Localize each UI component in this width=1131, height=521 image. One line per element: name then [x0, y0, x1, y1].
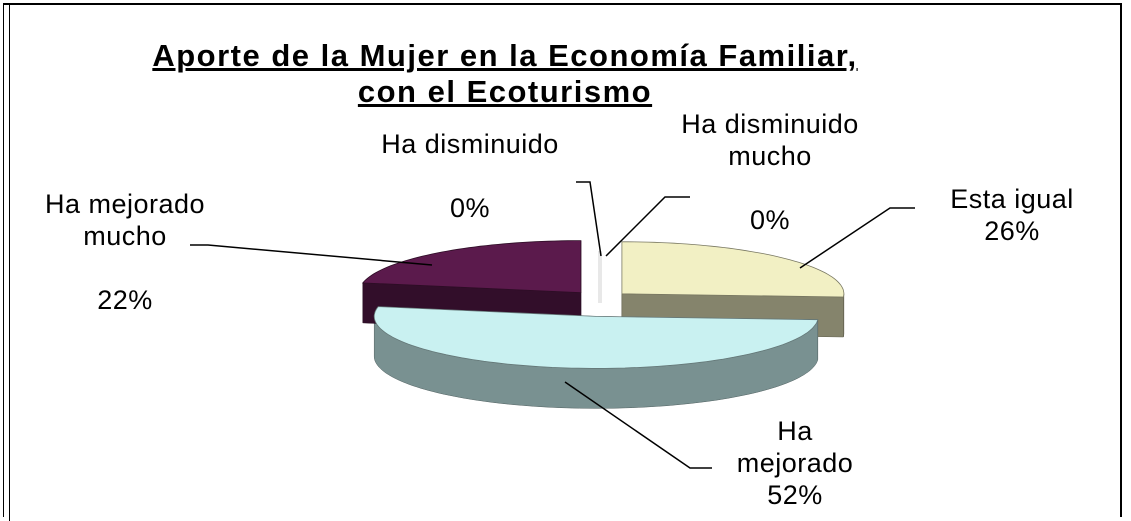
slice	[361, 240, 582, 294]
leader-line	[564, 381, 712, 469]
value-label: 26%	[984, 216, 1040, 246]
slice-side	[843, 293, 845, 338]
leader-line	[576, 181, 602, 257]
leader-line	[605, 196, 690, 257]
slice	[373, 306, 819, 369]
category-label: Esta igual	[950, 184, 1074, 214]
value-label: 0%	[749, 205, 791, 235]
category-label: Ha mejorado mucho	[44, 189, 206, 251]
value-label: 52%	[767, 480, 823, 510]
value-label: 0%	[449, 193, 491, 223]
leader-line	[799, 207, 915, 269]
frame-line	[9, 3, 10, 521]
slice	[621, 241, 845, 298]
value-label: 22%	[97, 285, 153, 315]
leader-line	[190, 244, 433, 266]
category-label: Ha disminuido mucho	[681, 109, 859, 171]
category-label: Ha mejorado	[736, 416, 854, 478]
chart-title: Aporte de la Mujer en la Economía Famili…	[152, 38, 858, 109]
category-label: Ha disminuido	[381, 129, 559, 159]
frame	[3, 3, 1122, 517]
